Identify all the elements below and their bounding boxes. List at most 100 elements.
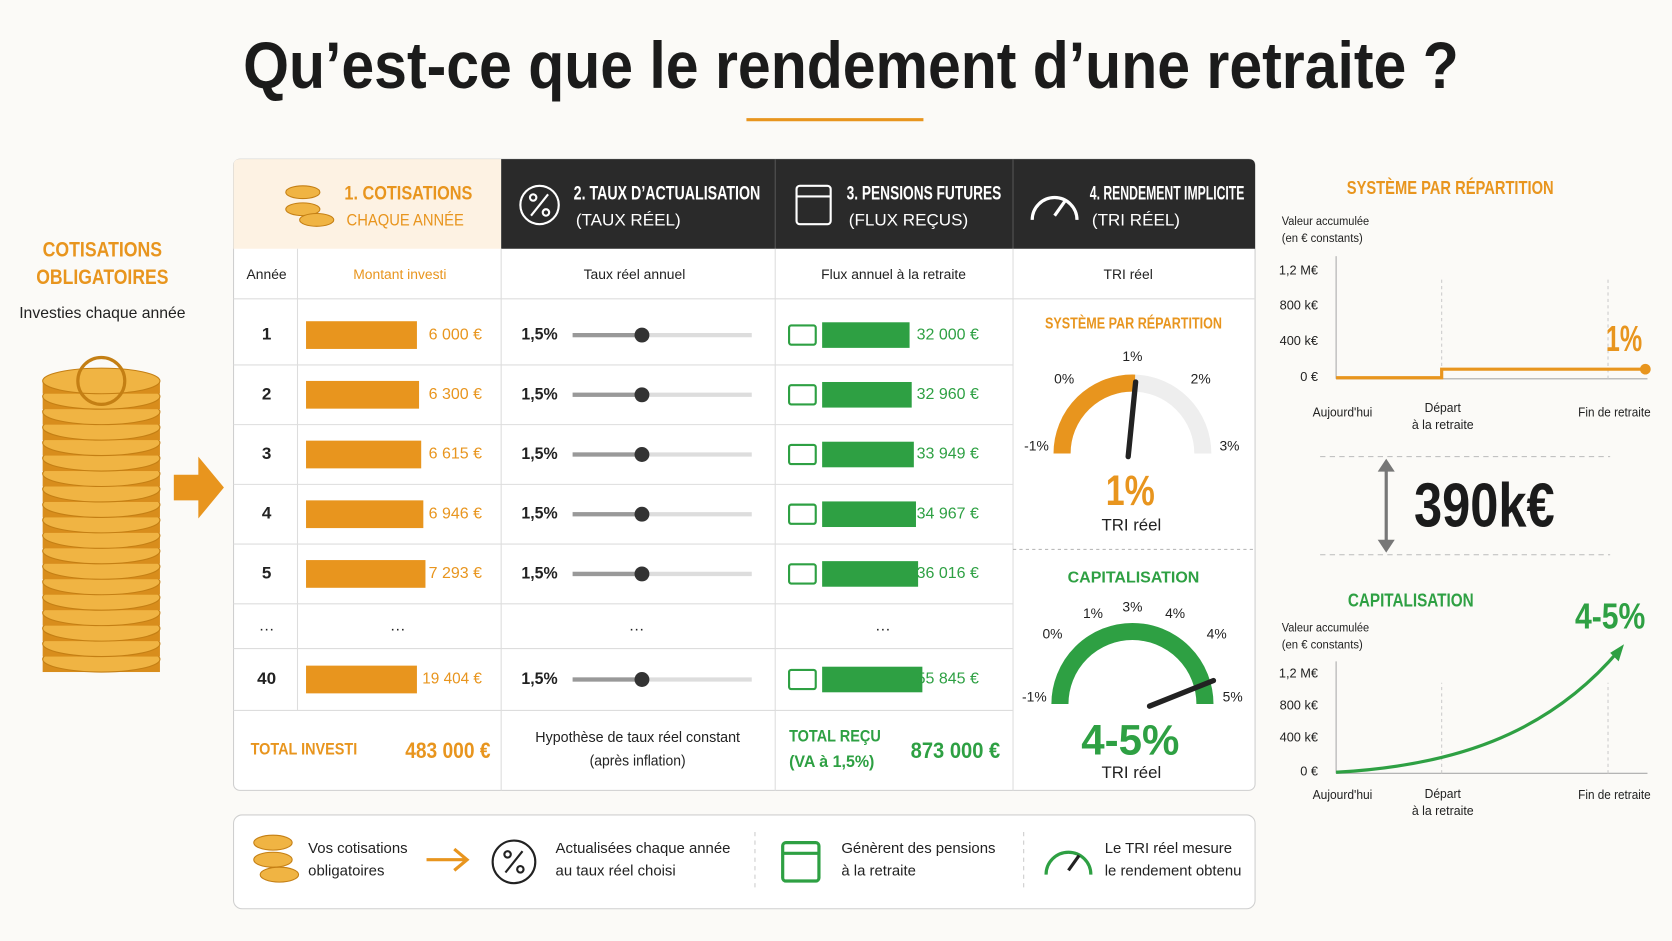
coin-icon (259, 866, 300, 883)
gauge-caption: TRI réel (1102, 515, 1162, 534)
percent-icon (528, 193, 538, 202)
gauge-title: SYSTÈME PAR RÉPARTITION (1045, 314, 1222, 333)
column-header: 1. COTISATIONS (344, 183, 472, 204)
title: Qu’est-ce que le rendement d’une retrait… (243, 29, 1459, 103)
slider-knob (634, 387, 650, 403)
gauge-tick: 3% (1122, 599, 1142, 615)
ellipsis: … (629, 617, 645, 634)
gauge-tick: 5% (1223, 688, 1243, 704)
money-icon (788, 668, 817, 691)
gauge-icon (1044, 850, 1093, 875)
coin (42, 367, 161, 395)
column-header: 3. PENSIONS FUTURES (847, 183, 1002, 204)
y-tick-label: 0 € (1300, 369, 1318, 384)
axis-label: (en € constants) (1282, 232, 1363, 245)
gauge-tick: 0% (1054, 371, 1074, 387)
calendar-icon (795, 184, 832, 226)
year: 40 (257, 669, 276, 688)
footer-text: le rendement obtenu (1105, 862, 1242, 879)
footer-arrow (426, 847, 470, 872)
chart-title: CAPITALISATION (1348, 590, 1474, 610)
pension: 32 960 € (917, 386, 979, 403)
column-header: (TAUX RÉEL) (576, 210, 681, 229)
footer-text: au taux réel choisi (556, 862, 676, 879)
pension-bar (822, 441, 914, 468)
rate: 1,5% (521, 444, 557, 463)
footer-box (232, 814, 1256, 910)
invested: 7 293 € (429, 565, 482, 582)
total-value: 873 000 € (911, 738, 1001, 763)
chart-title: SYSTÈME PAR RÉPARTITION (1347, 177, 1554, 198)
pension-bar (822, 666, 923, 693)
rate: 1,5% (521, 325, 557, 344)
x-tick-label: Fin de retraite (1578, 404, 1651, 419)
year: 4 (262, 504, 272, 523)
gauge-icon (1030, 195, 1079, 220)
column-header: 2. TAUX D’ACTUALISATION (574, 183, 761, 204)
pension-bar (822, 322, 910, 348)
y-tick-label: 800 k€ (1280, 698, 1318, 713)
pension: 33 949 € (917, 446, 979, 463)
pension: 34 967 € (917, 505, 979, 522)
trend-line (1336, 367, 1646, 380)
invest-bar (306, 380, 420, 409)
invest-bar (306, 500, 424, 529)
invest-bar (306, 560, 426, 588)
chart-annotation: 4-5% (1575, 595, 1645, 636)
hypothesis: (après inflation) (590, 753, 686, 770)
slider-knob (634, 506, 650, 522)
money-icon (788, 503, 817, 525)
footer-text: obligatoires (308, 862, 384, 879)
y-tick-label: 0 € (1300, 764, 1318, 779)
gauge-value: 4-5% (1081, 717, 1179, 765)
footer-separators (754, 831, 1025, 892)
difference: 390k€ (1414, 471, 1555, 540)
y-tick-label: 800 k€ (1280, 298, 1318, 313)
header-cell (233, 159, 502, 249)
total-label: (VA à 1,5%) (789, 752, 874, 771)
ellipsis: … (259, 617, 275, 634)
subheader: TRI réel (1104, 266, 1153, 282)
total-label: TOTAL INVESTI (251, 739, 358, 758)
total-label: TOTAL REÇU (789, 727, 881, 746)
gauge-needle (1125, 379, 1139, 460)
percent-icon (530, 193, 549, 217)
gauge-tick: 2% (1191, 371, 1211, 387)
year: 1 (262, 325, 271, 344)
money-icon (788, 563, 817, 585)
invested: 6 000 € (429, 326, 482, 343)
pension-bar (822, 501, 916, 528)
calendar-icon (781, 841, 821, 883)
y-tick-label: 1,2 M€ (1279, 666, 1318, 681)
x-tick-label: Aujourd'hui (1313, 404, 1373, 419)
left-subtitle: Investies chaque année (19, 305, 185, 322)
coin-face (76, 355, 127, 406)
rate: 1,5% (521, 504, 557, 523)
table-frame (232, 158, 1256, 791)
y-tick-label: 400 k€ (1280, 730, 1318, 745)
subheader: Taux réel annuel (584, 266, 686, 282)
left-heading: OBLIGATOIRES (36, 265, 168, 289)
gauge-tick: 4% (1207, 625, 1227, 641)
ellipsis: … (875, 617, 891, 634)
slider-knob (634, 672, 650, 687)
column-header: (TRI RÉEL) (1092, 210, 1180, 229)
pension-bar (822, 561, 919, 587)
invested: 6 946 € (429, 505, 482, 522)
percent-icon (541, 208, 551, 217)
table-grid (233, 248, 1256, 791)
subheader: Flux annuel à la retraite (821, 266, 966, 282)
rate: 1,5% (521, 384, 557, 403)
gauge-fill (1051, 623, 1214, 705)
coin-icon (253, 834, 293, 851)
axis-label: Valeur accumulée (1282, 621, 1369, 634)
header-icons (285, 184, 1079, 227)
invested: 6 615 € (429, 446, 482, 463)
arrow (173, 456, 224, 519)
rate: 1,5% (521, 563, 557, 582)
x-tick-label: à la retraite (1412, 803, 1474, 818)
money-icon (788, 324, 817, 346)
rate: 1,5% (521, 669, 557, 688)
invest-bar (306, 440, 422, 469)
